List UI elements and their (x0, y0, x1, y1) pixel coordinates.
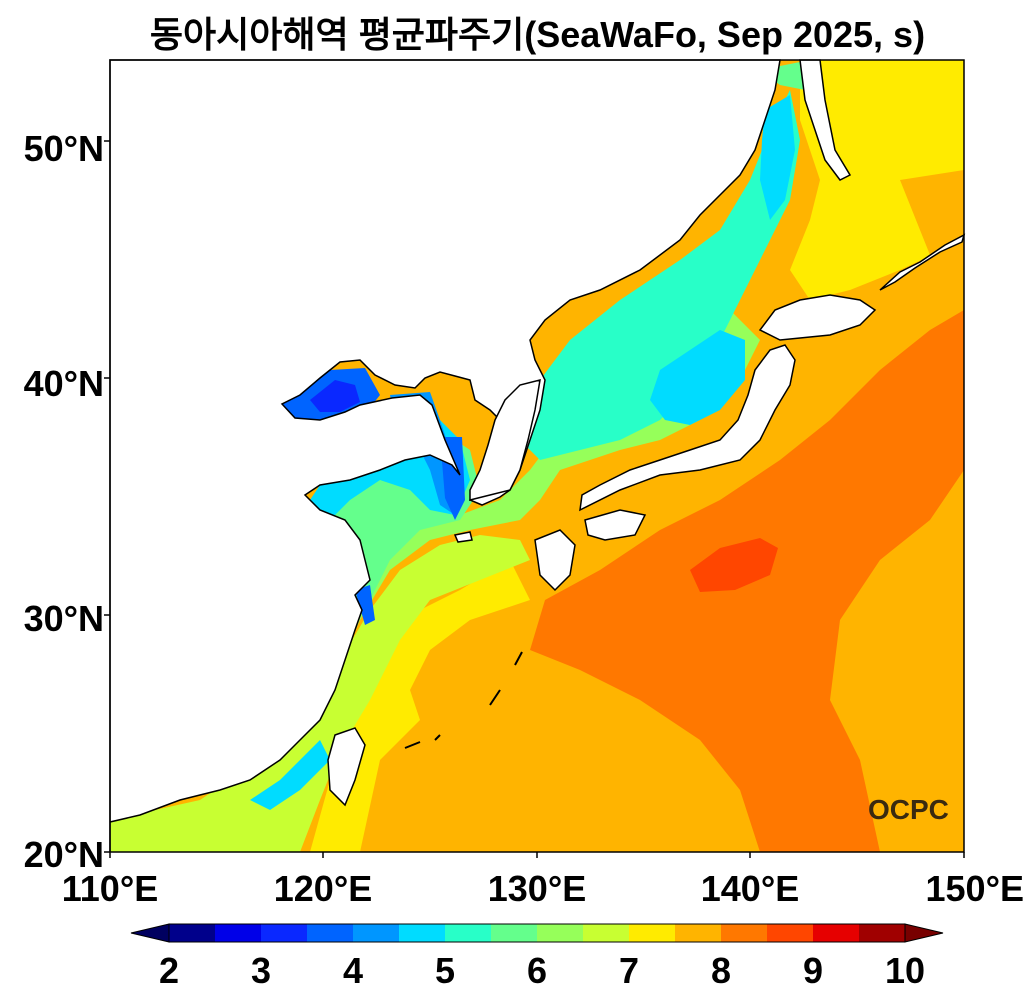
colorbar-tick-label: 9 (802, 950, 824, 991)
landmass-japan-hokkaido (758, 294, 877, 341)
y-tick-label: 40°N (23, 363, 104, 404)
landmass-taiwan (327, 727, 366, 807)
x-tick-label: 150°E (925, 868, 1024, 909)
x-tick-label: 130°E (487, 868, 587, 909)
x-tick-label: 120°E (273, 868, 373, 909)
contour-level-8-5 (690, 538, 778, 592)
contour-level-2-5-bohai (310, 380, 360, 412)
landmass-japan-kyushu (534, 529, 576, 592)
contour-level-5-eastsea (500, 90, 800, 460)
contour-level-4-5-tatar (760, 95, 795, 220)
colorbar-over-arrow (904, 923, 944, 943)
landmass-sakhalin (799, 59, 852, 181)
landmass-kurils (879, 233, 966, 291)
colorbar-swatch (169, 924, 216, 942)
contour-level-4-chinacoast (250, 740, 330, 810)
contour-level-7-ne (790, 60, 964, 300)
colorbar-swatch (307, 924, 354, 942)
landmass-jeju (453, 531, 473, 543)
colorbar-swatch (445, 924, 492, 942)
colorbar-under-arrow (130, 923, 170, 943)
contour-level-4-5-eastsea (650, 330, 745, 425)
ocpc-logo: OCPC (868, 794, 949, 826)
colorbar-tick-label: 3 (250, 950, 272, 991)
colorbar-swatch (215, 924, 262, 942)
colorbar-swatch (721, 924, 768, 942)
colorbar-tick-label: 5 (434, 950, 456, 991)
colorbar-tick-label: 2 (158, 950, 180, 991)
colorbar-swatch (261, 924, 308, 942)
axis-ticks (104, 140, 965, 858)
colorbar-swatch (353, 924, 400, 942)
colorbar-swatch (767, 924, 814, 942)
x-tick-label: 140°E (700, 868, 800, 909)
contour-level-7-5-ne (900, 170, 964, 255)
colorbar-swatch (675, 924, 722, 942)
colorbar-tick-label: 6 (526, 950, 548, 991)
colorbar-tick-label: 10 (884, 950, 926, 991)
colorbar-tick-label: 7 (618, 950, 640, 991)
land-layer (109, 59, 966, 852)
y-tick-label: 50°N (23, 128, 104, 169)
colorbar-swatch (537, 924, 584, 942)
colorbar-tick-label: 4 (342, 950, 364, 991)
landmass-korea (469, 378, 541, 501)
x-tick-label: 110°E (61, 868, 159, 909)
y-tick-label: 30°N (23, 598, 104, 639)
colorbar-swatch (859, 924, 906, 942)
colorbar-frame (168, 923, 906, 943)
colorbar-swatch (491, 924, 538, 942)
colorbar-swatch (583, 924, 630, 942)
contour-level-7-ecs (310, 560, 530, 852)
colorbar-swatch (629, 924, 676, 942)
landmass-asia (109, 59, 781, 852)
landmass-ryukyu (404, 651, 523, 749)
y-tick-label: 20°N (23, 834, 104, 875)
colorbar-tick-label: 8 (710, 950, 732, 991)
colorbar (130, 923, 944, 943)
colorbar-swatch (399, 924, 446, 942)
ocpc-logo-text: OCPC (868, 794, 949, 825)
colorbar-swatch (813, 924, 860, 942)
map-title: 동아시아해역 평균파주기(SeaWaFo, Sep 2025, s) (149, 14, 926, 55)
landmass-japan-honshu (579, 344, 796, 512)
landmass-japan-shikoku (584, 509, 647, 541)
contour-level-3-5-shanghai (355, 585, 375, 625)
